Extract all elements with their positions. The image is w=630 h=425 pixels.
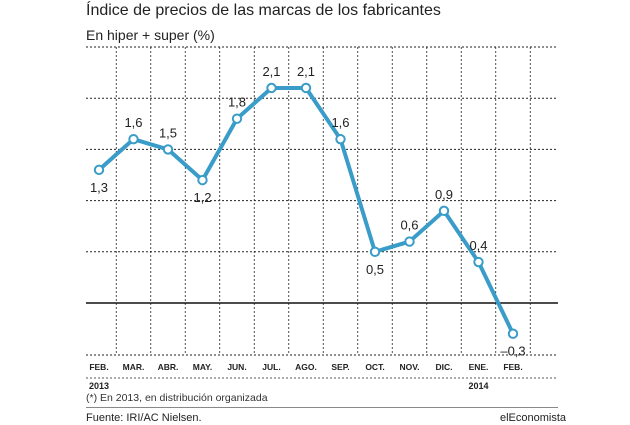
data-point bbox=[128, 133, 139, 145]
data-label: 1,6 bbox=[124, 115, 142, 130]
data-label: 1,3 bbox=[90, 180, 108, 195]
footer-divider bbox=[86, 407, 558, 408]
year-label: 2013 bbox=[89, 381, 109, 391]
data-point bbox=[473, 256, 484, 268]
data-point bbox=[507, 328, 519, 339]
chart-title: Índice de precios de las marcas de los f… bbox=[86, 2, 441, 19]
x-tick-label: MAY. bbox=[193, 362, 213, 372]
chart-subtitle: En hiper + super (%) bbox=[86, 27, 215, 43]
x-tick-label: MAR. bbox=[123, 362, 145, 372]
data-point bbox=[266, 82, 277, 94]
grid bbox=[86, 46, 558, 355]
x-tick-label: ENE. bbox=[469, 362, 489, 372]
data-label: 0,5 bbox=[366, 262, 384, 277]
data-label: 2,1 bbox=[297, 64, 315, 79]
year-label: 2014 bbox=[468, 381, 488, 391]
x-tick-label: FEB. bbox=[89, 362, 108, 372]
x-axis: FEB. MAR. ABR. MAY. JUN. JUL. AGO. SEP. OCT. NOV.… bbox=[86, 354, 558, 391]
x-tick-label: OCT. bbox=[365, 362, 384, 372]
data-label: 0,4 bbox=[469, 238, 487, 253]
x-tick-label: DIC. bbox=[436, 362, 453, 372]
x-tick-label: JUL. bbox=[262, 362, 280, 372]
data-point bbox=[93, 164, 105, 176]
data-label: 0,9 bbox=[435, 187, 453, 202]
data-label: 1,5 bbox=[159, 125, 177, 140]
x-tick-label: SEP. bbox=[331, 362, 349, 372]
data-label: 2,1 bbox=[262, 64, 280, 79]
data-label: 1,2 bbox=[193, 190, 211, 205]
data-points bbox=[93, 82, 519, 339]
data-point bbox=[231, 113, 243, 124]
data-label: 1,8 bbox=[228, 95, 246, 110]
data-point bbox=[335, 133, 346, 145]
brand-logo-text: elEconomista bbox=[500, 412, 567, 424]
data-point bbox=[300, 82, 312, 94]
data-point bbox=[404, 236, 415, 247]
x-tick-label: AGO. bbox=[295, 362, 317, 372]
data-label: 1,6 bbox=[331, 115, 349, 130]
source-text: Fuente: IRI/AC Nielsen. bbox=[86, 412, 202, 424]
x-tick-label: JUN. bbox=[227, 362, 246, 372]
data-point bbox=[197, 174, 208, 186]
data-point bbox=[162, 144, 174, 155]
data-labels: 1,3 1,6 1,5 1,2 1,8 2,1 2,1 1,6 0,5 0,6 0,9 0,4 –0,3 bbox=[90, 64, 526, 359]
data-point bbox=[438, 205, 450, 217]
x-tick-label: NOV. bbox=[399, 362, 419, 372]
footnote: (*) En 2013, en distribución organizada bbox=[86, 392, 268, 404]
x-tick-label: FEB. bbox=[503, 362, 522, 372]
data-point bbox=[369, 246, 381, 258]
data-label: –0,3 bbox=[500, 344, 525, 359]
x-tick-label: ABR. bbox=[158, 362, 179, 372]
data-label: 0,6 bbox=[400, 218, 418, 233]
